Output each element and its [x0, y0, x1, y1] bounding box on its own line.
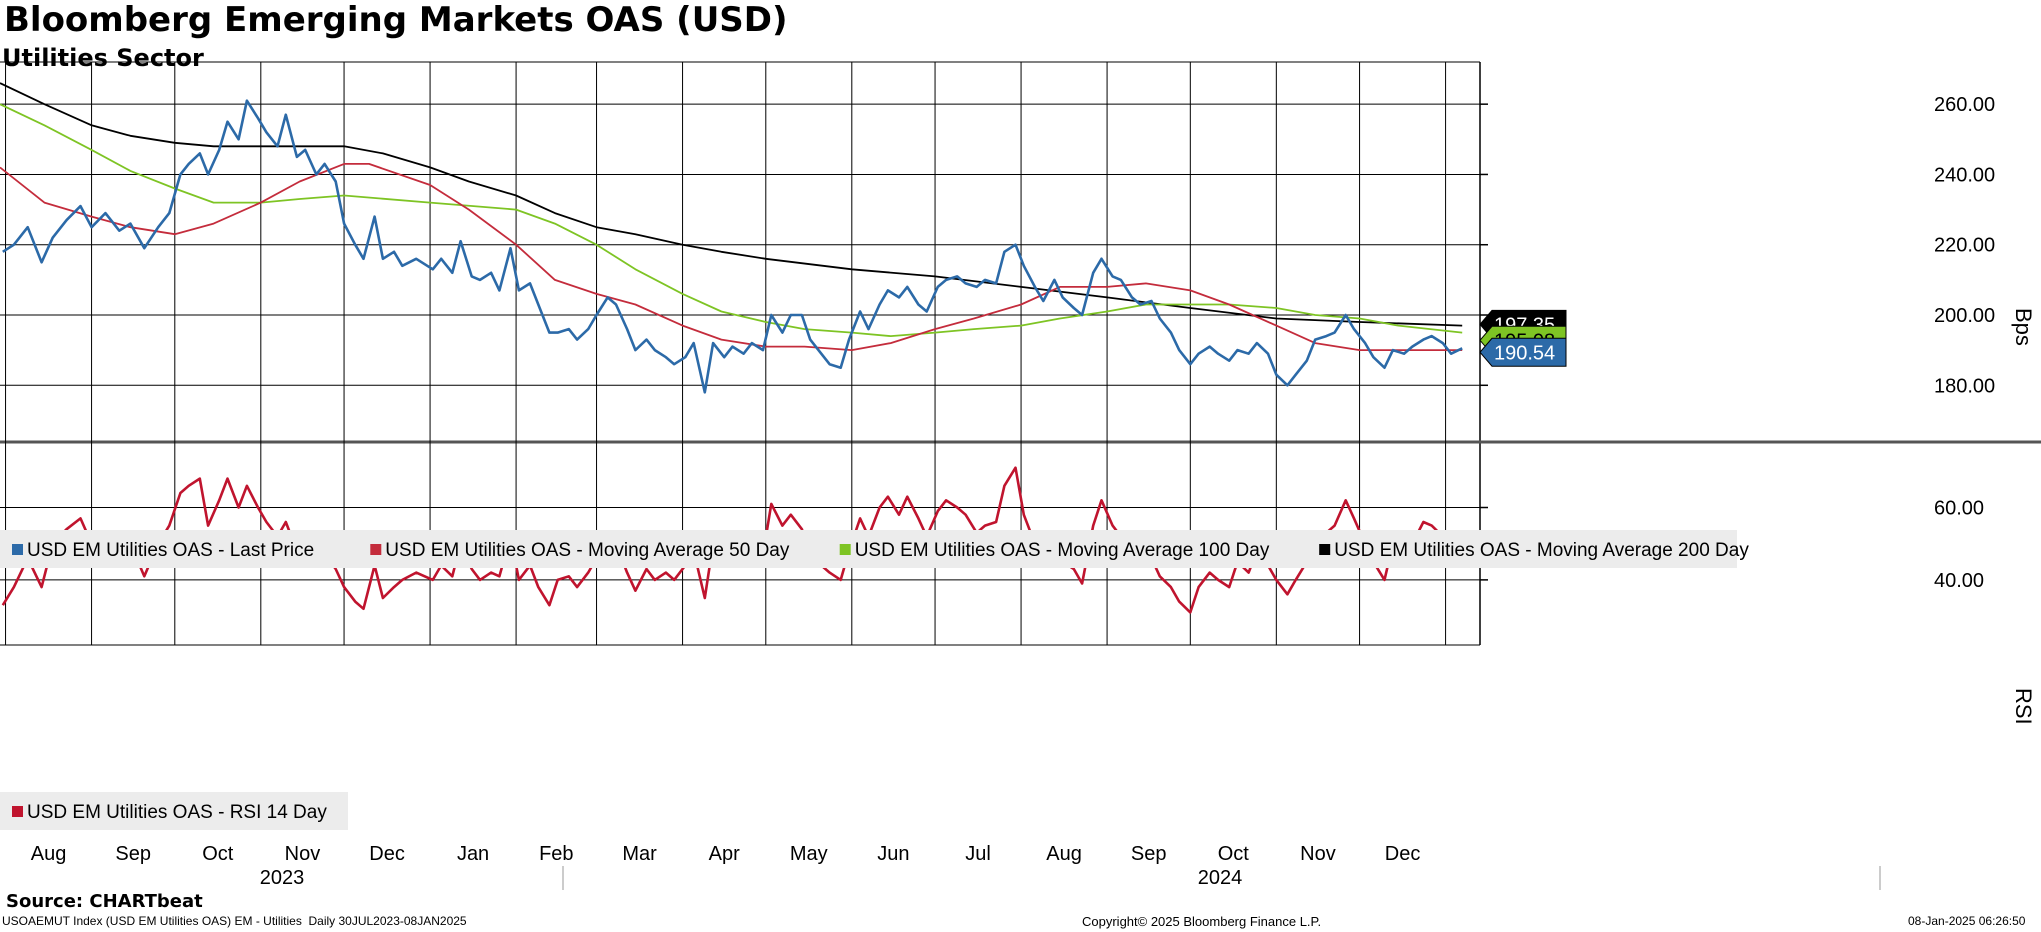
x-tick-label: Oct — [1218, 843, 1250, 865]
x-tick-label: Oct — [202, 843, 234, 865]
price-legend-bg — [0, 530, 1737, 568]
legend-swatch — [370, 544, 382, 555]
x-tick-label: Dec — [369, 843, 405, 865]
y-tick-label: 220.00 — [1934, 235, 1995, 257]
rsi-legend-bg — [0, 792, 348, 830]
page-subtitle: Utilities Sector — [2, 44, 204, 72]
x-tick-label: Nov — [1300, 843, 1336, 865]
x-tick-label: Jan — [457, 843, 489, 865]
x-tick-label: Aug — [1046, 843, 1082, 865]
legend-item: USD EM Utilities OAS - Moving Average 10… — [855, 540, 1270, 561]
x-tick-label: May — [790, 843, 828, 865]
series-line-last_price — [2, 99, 1463, 394]
x-tick-label: Jun — [877, 843, 909, 865]
page-title: Bloomberg Emerging Markets OAS (USD) — [4, 0, 788, 40]
y-tick-label: 180.00 — [1934, 375, 1995, 397]
last-value-tag — [1479, 337, 1567, 367]
timestamp: 08-Jan-2025 06:26:50 — [1908, 914, 2026, 928]
last-value-label: 190.54 — [1494, 342, 1555, 364]
y-tick-label: 260.00 — [1934, 94, 1995, 116]
series-line-ma200 — [0, 82, 1463, 327]
x-tick-label: Mar — [622, 843, 657, 865]
x-tick-label: Apr — [709, 843, 740, 865]
index-description: USOAEMUT Index (USD EM Utilities OAS) EM… — [2, 914, 467, 928]
x-year-label: 2024 — [1198, 867, 1243, 889]
x-tick-label: Sep — [1131, 843, 1167, 865]
source-label: Source: CHARTbeat — [6, 891, 203, 912]
legend-item: USD EM Utilities OAS - Moving Average 50… — [385, 540, 790, 561]
x-tick-label: Aug — [31, 843, 67, 865]
y-tick-label: 40.00 — [1934, 570, 1984, 592]
series-line-ma100 — [0, 103, 1463, 337]
x-tick-label: Feb — [539, 843, 573, 865]
y-tick-label: 60.00 — [1934, 498, 1984, 520]
legend-swatch — [12, 544, 23, 555]
x-tick-label: Jul — [965, 843, 991, 865]
legend-swatch — [12, 806, 23, 817]
x-tick-label: Sep — [115, 843, 151, 865]
legend-swatch — [839, 544, 851, 555]
legend-item: USD EM Utilities OAS - Moving Average 20… — [1334, 540, 1749, 561]
x-tick-label: Nov — [285, 843, 321, 865]
y-tick-label: 240.00 — [1934, 164, 1995, 186]
x-year-label: 2023 — [260, 867, 305, 889]
y-axis-title: Bps — [2011, 308, 2036, 346]
series-line-ma50 — [0, 163, 1463, 351]
legend-item: USD EM Utilities OAS - Last Price — [27, 540, 314, 561]
y-axis-title: RSI — [2011, 688, 2036, 725]
legend-swatch — [1319, 544, 1331, 555]
x-tick-label: Dec — [1385, 843, 1421, 865]
y-tick-label: 200.00 — [1934, 305, 1995, 327]
copyright: Copyright© 2025 Bloomberg Finance L.P. — [1082, 914, 1322, 929]
legend-item: USD EM Utilities OAS - RSI 14 Day — [27, 802, 327, 823]
